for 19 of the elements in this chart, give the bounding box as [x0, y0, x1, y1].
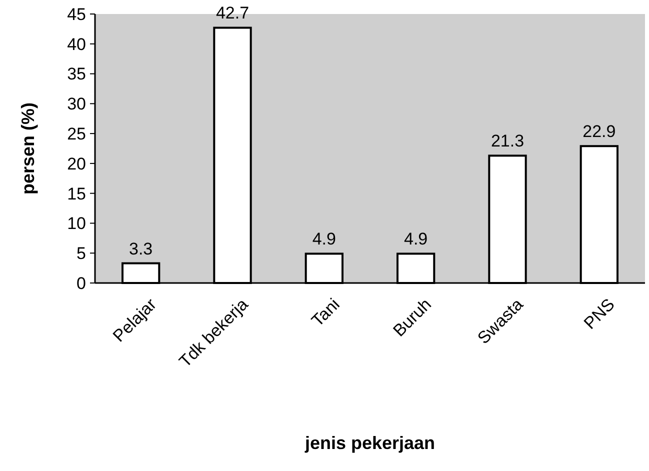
y-tick-label: 40 — [67, 34, 86, 54]
y-tick-label: 15 — [67, 184, 86, 204]
y-tick-label: 25 — [67, 124, 86, 144]
data-label: 22.9 — [582, 122, 616, 142]
y-tick-label: 30 — [67, 94, 86, 114]
y-tick-label: 5 — [76, 244, 86, 264]
x-tick-label: Tani — [308, 294, 344, 330]
data-label: 42.7 — [216, 4, 250, 23]
data-label: 4.9 — [404, 230, 428, 249]
y-tick-label: 35 — [67, 64, 86, 84]
y-tick-label: 10 — [67, 214, 86, 234]
y-tick-label: 0 — [76, 274, 86, 293]
data-label: 21.3 — [490, 132, 524, 151]
x-axis-title: jenis pekerjaan — [304, 433, 436, 453]
y-tick-label: 20 — [67, 154, 86, 174]
y-axis-title: persen (%) — [18, 102, 38, 195]
data-label: 3.3 — [129, 239, 153, 258]
y-tick-label: 45 — [67, 4, 86, 24]
data-label: 4.9 — [312, 230, 336, 249]
